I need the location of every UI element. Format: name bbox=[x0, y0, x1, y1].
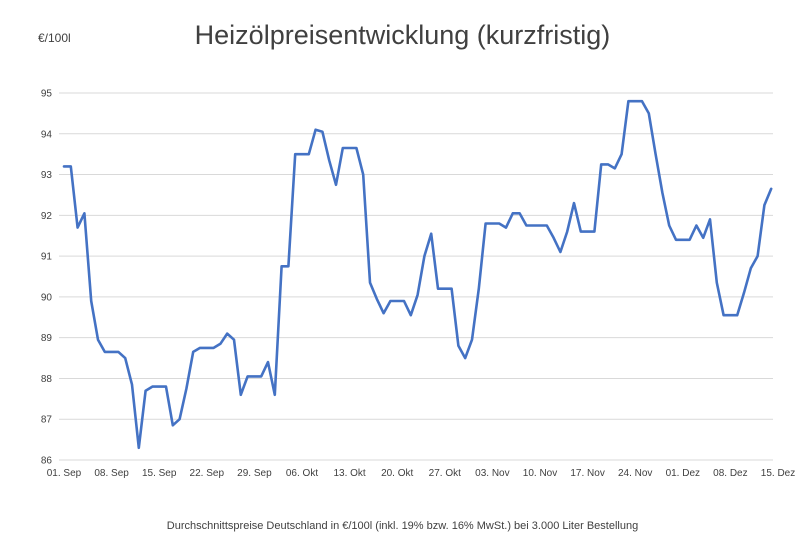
y-tick-label: 86 bbox=[41, 456, 53, 467]
y-tick-label: 95 bbox=[41, 89, 53, 100]
x-tick-label: 06. Okt bbox=[286, 468, 318, 479]
chart-title: Heizölpreisentwicklung (kurzfristig) bbox=[194, 20, 611, 50]
y-tick-label: 94 bbox=[41, 129, 53, 140]
x-tick-label: 24. Nov bbox=[618, 468, 652, 479]
x-tick-label: 10. Nov bbox=[523, 468, 557, 479]
x-tick-label: 01. Dez bbox=[666, 468, 700, 479]
series-layer bbox=[62, 99, 773, 450]
x-tick-label: 22. Sep bbox=[190, 468, 225, 479]
x-tick-label: 20. Okt bbox=[381, 468, 413, 479]
y-tick-label: 91 bbox=[41, 252, 53, 263]
x-tick-label: 17. Nov bbox=[570, 468, 604, 479]
x-tick-labels: 01. Sep 08. Sep 15. Sep 22. Sep 29. Sep 06. O… bbox=[47, 468, 795, 479]
gridlines bbox=[59, 92, 773, 461]
y-tick-label: 89 bbox=[41, 333, 53, 344]
y-tick-label: 87 bbox=[41, 415, 53, 426]
y-tick-label: 92 bbox=[41, 211, 53, 222]
y-tick-label: 88 bbox=[41, 374, 53, 385]
x-tick-label: 13. Okt bbox=[333, 468, 365, 479]
chart-footnote: Durchschnittspreise Deutschland in €/100… bbox=[166, 520, 639, 532]
x-tick-label: 01. Sep bbox=[47, 468, 82, 479]
x-tick-label: 29. Sep bbox=[237, 468, 272, 479]
y-axis-unit-label: €/100l bbox=[38, 31, 71, 45]
x-tick-label: 03. Nov bbox=[475, 468, 509, 479]
y-tick-label: 93 bbox=[41, 170, 53, 181]
x-tick-label: 08. Sep bbox=[94, 468, 129, 479]
y-tick-label: 90 bbox=[41, 292, 53, 303]
x-tick-label: 08. Dez bbox=[713, 468, 747, 479]
price-series-line bbox=[62, 99, 773, 450]
x-tick-label: 15. Sep bbox=[142, 468, 177, 479]
y-tick-labels: 86 87 88 89 90 91 92 93 94 95 bbox=[41, 89, 53, 467]
x-tick-label: 27. Okt bbox=[429, 468, 461, 479]
x-tick-label: 15. Dez bbox=[761, 468, 795, 479]
